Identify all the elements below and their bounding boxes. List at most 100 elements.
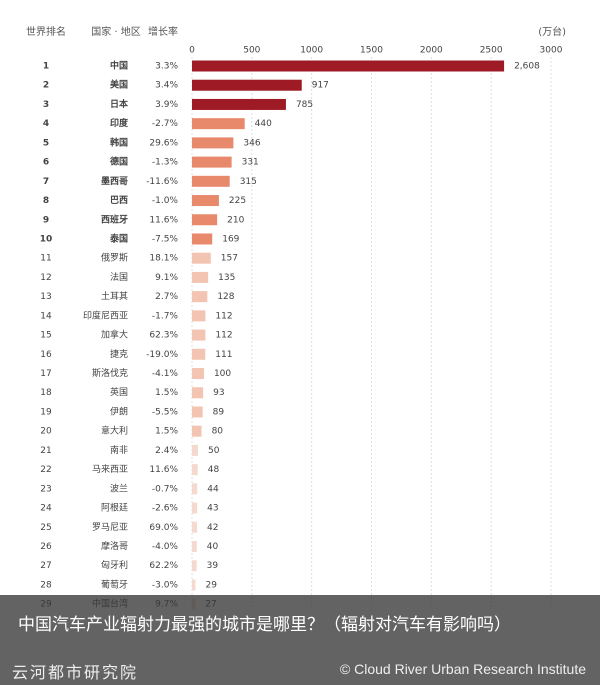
rank: 6: [43, 158, 49, 168]
value-label: 917: [312, 81, 329, 91]
x-tick-label: 500: [243, 46, 260, 56]
value-label: 43: [207, 504, 218, 514]
x-tick-label: 2000: [420, 46, 443, 56]
country: 意大利: [101, 425, 128, 437]
bar: [192, 118, 245, 130]
bar: [192, 483, 198, 495]
bar: [192, 579, 196, 591]
rank: 21: [40, 446, 51, 456]
rank: 9: [43, 215, 49, 225]
country: 美国: [110, 79, 128, 91]
growth-rate: -5.5%: [152, 407, 179, 417]
header-growth: 增长率: [148, 25, 178, 38]
value-label: 331: [242, 158, 259, 168]
value-label: 157: [221, 254, 238, 264]
bar: [192, 425, 202, 437]
bar: [192, 271, 209, 283]
header-country: 国家 · 地区: [91, 25, 141, 38]
growth-rate: -1.3%: [152, 158, 179, 168]
country: 德国: [110, 156, 128, 168]
country: 中国: [110, 60, 128, 72]
bar: [192, 233, 213, 245]
country: 罗马尼亚: [92, 522, 128, 533]
value-label: 440: [255, 119, 272, 129]
growth-rate: -1.7%: [152, 311, 179, 321]
bar: [192, 502, 198, 514]
rank: 11: [40, 254, 51, 264]
country: 匈牙利: [101, 559, 128, 571]
bar: [192, 329, 206, 341]
value-label: 2,608: [514, 62, 540, 72]
bar: [192, 348, 206, 360]
value-label: 210: [227, 215, 244, 225]
footer-right: © Cloud River Urban Research Institute: [339, 661, 586, 677]
value-label: 112: [215, 311, 232, 321]
value-label: 29: [205, 580, 217, 590]
value-label: 169: [222, 234, 239, 244]
country: 巴西: [110, 195, 128, 206]
bar: [192, 368, 204, 380]
value-label: 100: [214, 369, 231, 379]
country: 加拿大: [101, 329, 128, 341]
country: 斯洛伐克: [92, 367, 128, 379]
unit-label: (万台): [538, 25, 566, 38]
growth-rate: -2.7%: [152, 119, 179, 129]
growth-rate: -7.5%: [152, 234, 179, 244]
rank: 3: [43, 100, 49, 110]
x-tick-label: 0: [189, 46, 195, 56]
rank: 24: [40, 504, 52, 514]
rank: 12: [40, 273, 51, 283]
x-tick-label: 1500: [360, 46, 383, 56]
rank: 23: [40, 484, 51, 494]
growth-rate: -11.6%: [146, 177, 178, 187]
rank: 14: [40, 311, 52, 321]
value-label: 89: [213, 407, 225, 417]
x-tick-label: 1000: [300, 46, 323, 56]
growth-rate: 11.6%: [149, 465, 178, 475]
bar: [192, 406, 203, 418]
country: 伊朗: [110, 405, 128, 417]
bar: [192, 79, 302, 91]
value-label: 315: [240, 177, 257, 187]
value-label: 128: [217, 292, 234, 302]
country: 日本: [110, 98, 129, 110]
bar: [192, 252, 211, 264]
growth-rate: 3.4%: [155, 81, 178, 91]
value-label: 48: [208, 465, 220, 475]
bar: [192, 541, 197, 552]
x-tick-label: 3000: [540, 46, 563, 56]
rank: 5: [43, 138, 49, 148]
rank: 2: [43, 81, 49, 91]
growth-rate: 2.7%: [155, 292, 178, 302]
header-rank: 世界排名: [26, 25, 66, 38]
rank: 20: [40, 427, 52, 437]
country: 法国: [110, 271, 128, 283]
country: 西班牙: [101, 213, 128, 225]
value-label: 50: [208, 446, 220, 456]
growth-rate: 18.1%: [149, 254, 178, 264]
x-tick-label: 2500: [480, 46, 503, 56]
footer-left: 云河都市研究院: [12, 663, 139, 682]
rank: 15: [40, 331, 51, 341]
country: 阿根廷: [101, 502, 128, 514]
growth-rate: 1.5%: [155, 388, 178, 398]
country: 英国: [110, 386, 128, 398]
rank: 27: [40, 561, 51, 571]
growth-rate: 69.0%: [149, 523, 178, 533]
rank: 4: [43, 119, 49, 129]
country: 土耳其: [101, 290, 128, 302]
growth-rate: 11.6%: [149, 215, 178, 225]
rank: 7: [43, 177, 49, 187]
growth-rate: 3.3%: [155, 62, 178, 72]
growth-rate: -0.7%: [152, 484, 179, 494]
growth-rate: -19.0%: [146, 350, 178, 360]
rank: 16: [40, 350, 52, 360]
rank: 17: [40, 369, 51, 379]
growth-rate: 9.1%: [155, 273, 178, 283]
value-label: 112: [215, 331, 232, 341]
growth-rate: 62.3%: [149, 331, 178, 341]
value-label: 42: [207, 523, 218, 533]
growth-rate: 3.9%: [155, 100, 178, 110]
rank: 18: [40, 388, 52, 398]
